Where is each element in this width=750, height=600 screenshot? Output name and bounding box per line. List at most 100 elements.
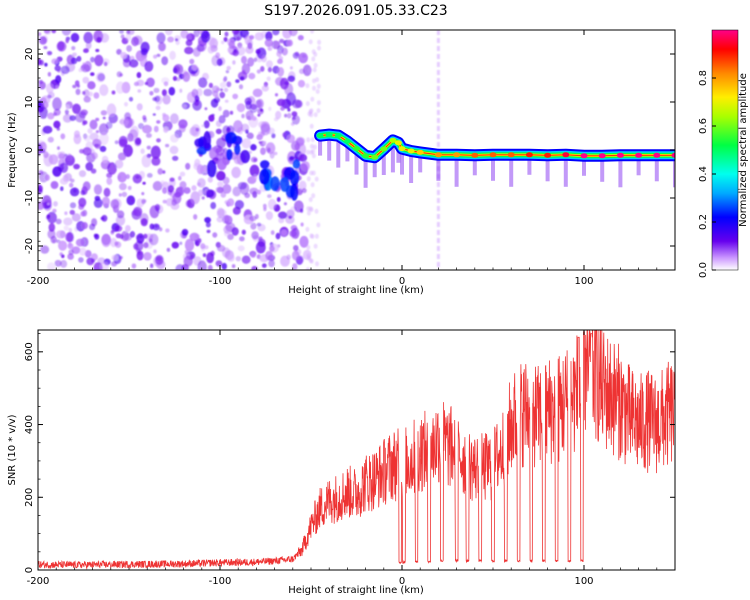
ridge-smear [527, 152, 532, 175]
noise-speckle [73, 189, 77, 193]
noise-speckle [216, 207, 225, 219]
ridge-smear [418, 150, 423, 173]
noise-speckle [101, 196, 110, 207]
noise-speckle [122, 58, 131, 68]
noise-speckle [66, 231, 74, 243]
snr-dropout [441, 561, 442, 562]
noise-speckle [162, 199, 167, 204]
snr-point [538, 417, 539, 418]
noise-speckle [44, 174, 50, 181]
snr-point [447, 446, 448, 447]
snr-point [110, 564, 111, 565]
noise-speckle [288, 215, 292, 219]
noise-speckle [164, 30, 173, 36]
noise-speckle [78, 111, 87, 119]
noise-speckle [237, 245, 245, 252]
x-tick-label: -200 [27, 576, 50, 587]
noise-speckle [269, 245, 275, 252]
noise-speckle [265, 31, 273, 41]
noise-speckle [80, 63, 91, 73]
noise-speckle [189, 232, 200, 242]
noise-speckle [136, 72, 142, 79]
y-tick-label: -20 [24, 238, 35, 254]
noise-speckle [309, 233, 314, 239]
noise-speckle [310, 182, 315, 188]
snr-point [401, 464, 402, 465]
noise-speckle [182, 71, 191, 83]
noise-speckle [50, 181, 59, 189]
noise-speckle [87, 91, 93, 97]
noise-speckle [111, 254, 119, 261]
noise-speckle [233, 120, 243, 133]
colorbar-tick-label: 0.0 [698, 262, 709, 278]
noise-speckle [70, 57, 78, 65]
noise-speckle [219, 88, 224, 92]
noise-speckle [137, 89, 142, 93]
noise-speckle [239, 236, 245, 242]
noise-speckle [231, 166, 241, 179]
noise-speckle [43, 46, 48, 50]
noise-speckle [69, 182, 74, 188]
noise-speckle [251, 231, 259, 240]
ridge-point [380, 146, 388, 152]
noise-blob [226, 149, 233, 161]
noise-speckle [123, 233, 133, 241]
noise-speckle [301, 188, 307, 194]
noise-speckle [130, 198, 134, 203]
noise-blob [203, 131, 212, 149]
noise-speckle [99, 84, 109, 96]
noise-speckle [201, 124, 205, 128]
noise-speckle [248, 72, 256, 80]
snr-point [611, 395, 612, 396]
noise-speckle [111, 90, 116, 95]
snr-point [629, 417, 630, 418]
x-tick-label: 100 [574, 576, 593, 587]
noise-speckle [266, 60, 273, 68]
noise-speckle [275, 110, 282, 120]
vertical-streak [436, 86, 440, 91]
vertical-streak [436, 134, 440, 139]
noise-speckle [166, 247, 171, 252]
snr-point [529, 409, 530, 410]
noise-speckle [52, 166, 62, 177]
noise-speckle [44, 30, 52, 35]
noise-speckle [196, 164, 204, 175]
noise-speckle [152, 181, 163, 191]
noise-speckle [128, 96, 134, 102]
snr-point [456, 449, 457, 450]
noise-speckle [226, 81, 232, 88]
noise-speckle [267, 47, 272, 51]
noise-speckle [110, 199, 120, 209]
noise-speckle [268, 198, 277, 210]
noise-speckle [106, 103, 117, 117]
noise-speckle [229, 110, 234, 115]
vertical-streak [436, 118, 440, 123]
noise-speckle [162, 170, 166, 174]
noise-speckle [94, 54, 104, 67]
noise-speckle [219, 91, 226, 99]
noise-speckle [200, 30, 211, 43]
snr-point [492, 464, 493, 465]
noise-speckle [298, 52, 309, 64]
y-tick-label: -10 [24, 190, 35, 206]
noise-speckle [316, 222, 321, 228]
noise-speckle [153, 249, 157, 254]
noise-speckle [115, 215, 126, 226]
noise-speckle [197, 189, 204, 197]
snr-point [347, 491, 348, 492]
noise-speckle [83, 135, 91, 142]
noise-blob [207, 160, 217, 178]
noise-speckle [86, 257, 94, 266]
noise-speckle [300, 222, 304, 227]
noise-speckle [120, 34, 125, 39]
noise-speckle [102, 116, 106, 120]
noise-speckle [207, 176, 213, 183]
noise-speckle [54, 259, 62, 267]
ridge-smear [318, 133, 323, 156]
snr-point [329, 500, 330, 501]
noise-speckle [272, 30, 280, 36]
noise-speckle [61, 254, 65, 258]
noise-speckle [64, 109, 69, 115]
ridge-point [316, 133, 324, 139]
noise-speckle [118, 193, 122, 197]
